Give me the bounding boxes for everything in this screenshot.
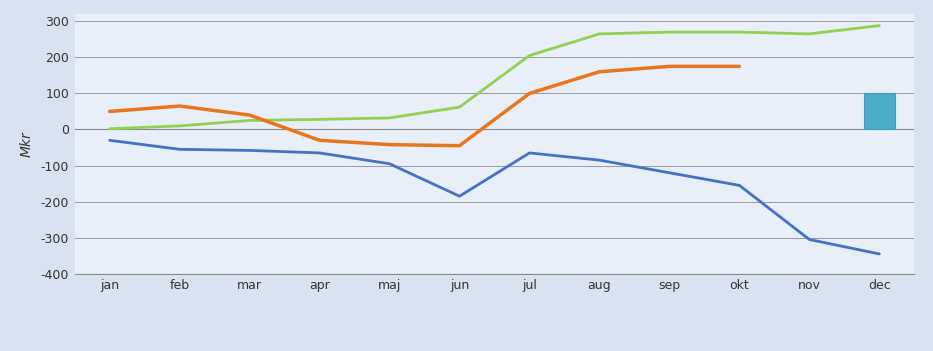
Bar [864, 93, 895, 130]
Y-axis label: Mkr: Mkr [20, 131, 34, 157]
